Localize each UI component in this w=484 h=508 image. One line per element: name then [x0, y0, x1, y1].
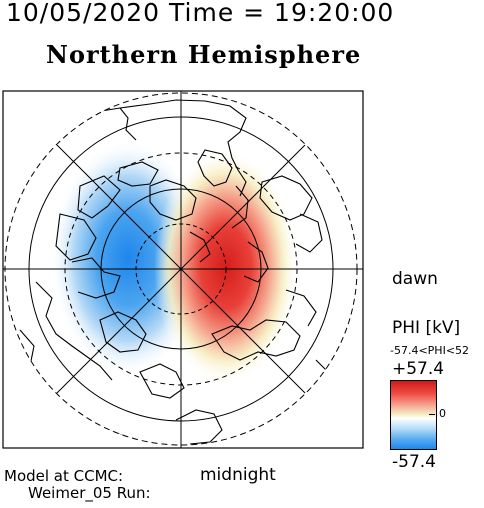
model-label: Model at CCMC: [4, 467, 124, 485]
colorbar-min: -57.4 [392, 452, 436, 472]
run-label: Weimer_05 Run: [28, 484, 151, 502]
colorbar [390, 380, 437, 450]
colorbar-zero-tick [429, 414, 435, 415]
map-frame [2, 90, 364, 449]
colorbar-title: PHI [kV] [392, 318, 461, 338]
hemisphere-title: Northern Hemisphere [46, 40, 362, 69]
coastlines [19, 99, 329, 445]
datetime-title: 10/05/2020 Time = 19:20:00 [6, 0, 395, 27]
meridian-diag-2 [56, 144, 306, 394]
colorbar-zero: 0 [439, 407, 446, 420]
colorbar-range: -57.4<PHI<52 [390, 344, 470, 357]
colorbar-max: +57.4 [392, 359, 445, 379]
midnight-label: midnight [200, 465, 276, 485]
dawn-label: dawn [392, 269, 438, 289]
